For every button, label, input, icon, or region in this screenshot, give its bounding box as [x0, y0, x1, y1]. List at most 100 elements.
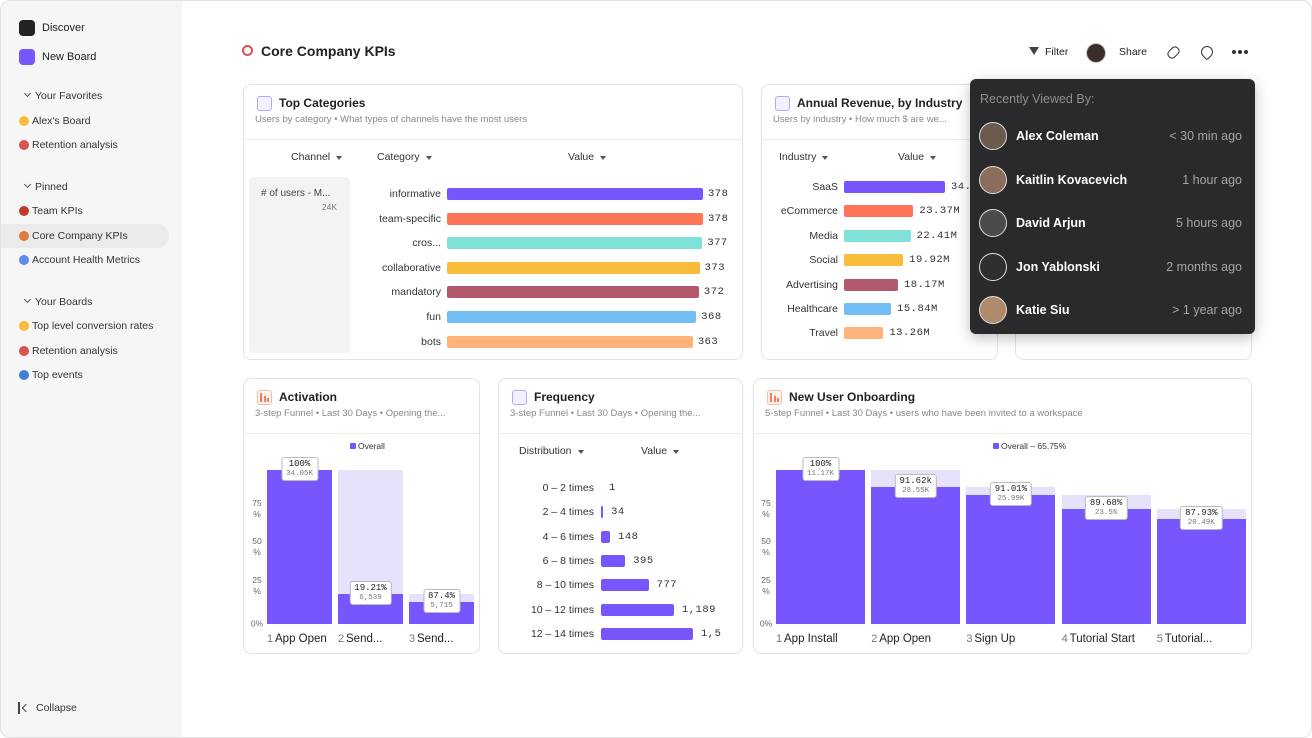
caret	[673, 450, 679, 454]
group-value: 24K	[321, 202, 337, 212]
card-title[interactable]: Annual Revenue, by Industry	[797, 96, 963, 110]
step-number: 3	[966, 633, 973, 645]
row-label: 0 – 2 times	[542, 482, 594, 494]
bar-value: 373	[704, 261, 726, 274]
board-icon	[19, 321, 29, 332]
column-header[interactable]: Value	[568, 151, 595, 163]
conversion-label: 89.68%	[1089, 497, 1123, 508]
board-link[interactable]: Alex's Board	[32, 114, 91, 127]
conversion-label: 19.21%	[354, 583, 387, 594]
column-header[interactable]: Channel	[291, 151, 331, 163]
viewer-time: 1 hour ago	[1182, 172, 1242, 187]
card-title[interactable]: Frequency	[534, 390, 595, 404]
share-button[interactable]: Share	[1119, 46, 1148, 58]
nav-link[interactable]: Discover	[42, 22, 85, 34]
active-highlight	[1, 223, 169, 248]
count-label: 34.05K	[285, 470, 314, 478]
bar	[844, 327, 884, 340]
card-title[interactable]: Activation	[279, 390, 338, 404]
column-header[interactable]: Value	[898, 151, 925, 163]
viewer-name[interactable]: Kaitlin Kovacevich	[1016, 172, 1128, 187]
section-title[interactable]: Your Favorites	[35, 90, 103, 102]
viewer-name[interactable]: Alex Coleman	[1016, 129, 1099, 143]
step-name: App Open	[275, 633, 327, 645]
board-title: Core Company KPIs	[261, 43, 396, 59]
bar	[447, 237, 703, 250]
nav-link[interactable]: New Board	[42, 51, 97, 63]
group-cell	[249, 177, 350, 353]
funnel-bar	[776, 470, 865, 624]
step-name: App Install	[784, 633, 838, 645]
step-number: 5	[1156, 633, 1163, 645]
card-divider	[761, 139, 998, 140]
board-link[interactable]: Core Company KPIs	[32, 229, 128, 242]
board-icon	[19, 206, 29, 217]
bar	[447, 335, 693, 348]
funnel-icon-bar	[777, 398, 779, 402]
y-tick-label: 75 %	[252, 497, 262, 519]
board-link[interactable]: Retention analysis	[32, 344, 118, 357]
viewer-avatar	[979, 296, 1007, 325]
card-divider	[243, 433, 480, 434]
row-label: SaaS	[812, 181, 838, 193]
bar	[447, 311, 697, 323]
value-tag: 87.4% 5,715	[422, 589, 461, 614]
user-avatar[interactable]	[1086, 43, 1106, 63]
filter-button[interactable]: Filter	[1045, 46, 1069, 58]
funnel-icon-bar	[260, 393, 262, 402]
column-header[interactable]: Distribution	[519, 445, 572, 457]
bar	[844, 229, 911, 242]
bar	[601, 627, 693, 640]
row-label: informative	[389, 188, 441, 200]
card-subtitle: Users by industry • How much $ are we...	[773, 114, 947, 125]
step-number: 2	[871, 633, 878, 645]
step-name: Sign Up	[974, 633, 1016, 645]
row-label: Social	[809, 254, 838, 267]
funnel-bar	[966, 494, 1056, 624]
count-label: 5,715	[430, 602, 453, 611]
card-title[interactable]: New User Onboarding	[789, 390, 916, 404]
card-title[interactable]: Top Categories	[279, 96, 366, 110]
caret	[930, 156, 936, 160]
favorite-icon[interactable]	[1198, 43, 1216, 61]
column-header[interactable]: Category	[377, 151, 420, 163]
card-subtitle: Users by category • What types of channe…	[255, 114, 528, 125]
funnel-bar	[267, 470, 332, 624]
sidebar	[1, 1, 182, 737]
row-label: 6 – 8 times	[542, 554, 594, 567]
row-label: 12 – 14 times	[530, 627, 594, 640]
conversion-label: 100%	[809, 459, 832, 469]
board-link[interactable]: Team KPIs	[32, 205, 83, 218]
row-label: Healthcare	[787, 303, 838, 315]
viewer-name[interactable]: Katie Siu	[1016, 303, 1070, 318]
value-tag: 100% 34.05K	[280, 457, 319, 481]
bar-value: 148	[618, 530, 639, 543]
step-name: App Open	[879, 633, 931, 645]
title-icon	[242, 45, 253, 56]
viewer-time: 5 hours ago	[1175, 216, 1242, 231]
collapse-button[interactable]: Collapse	[36, 702, 77, 714]
legend: Overall – 65.75%	[1001, 441, 1067, 451]
viewer-name[interactable]: David Arjun	[1016, 216, 1086, 231]
value-tag: 91.01% 25.99K	[989, 481, 1033, 506]
viewer-name[interactable]: Jon Yablonski	[1016, 259, 1100, 274]
column-header[interactable]: Value	[641, 445, 668, 457]
link-icon[interactable]	[1165, 44, 1182, 61]
board-link[interactable]: Top events	[32, 369, 83, 381]
section-title[interactable]: Your Boards	[35, 295, 93, 308]
y-tick-label: 0%	[250, 618, 264, 629]
board-link[interactable]: Account Health Metrics	[32, 253, 140, 266]
board-link[interactable]: Top level conversion rates	[32, 320, 154, 333]
chart-icon	[512, 390, 527, 405]
row-label: fun	[426, 311, 441, 323]
bar-value: 13.26M	[889, 327, 931, 340]
board-link[interactable]: Retention analysis	[32, 138, 118, 151]
viewer-avatar	[979, 209, 1007, 238]
discover-icon	[19, 20, 35, 36]
conversion-label: 87.4%	[427, 591, 456, 602]
funnel-bar	[871, 486, 961, 624]
bar-value: 1,5	[701, 627, 722, 640]
column-header[interactable]: Industry	[779, 151, 817, 163]
section-title[interactable]: Pinned	[35, 180, 68, 193]
